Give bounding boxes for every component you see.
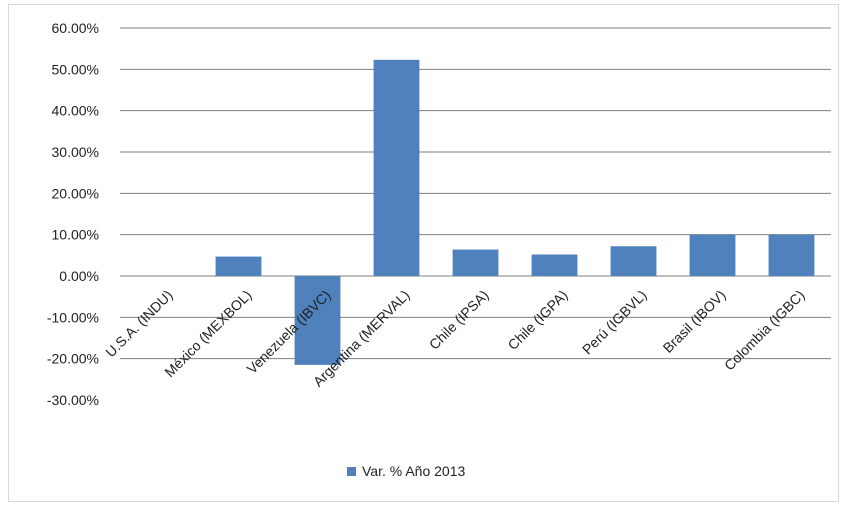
x-category-label: México (MEXBOL) xyxy=(161,287,254,380)
x-category-label: Chile (IGPA) xyxy=(504,287,570,353)
y-tick-label: 10.00% xyxy=(52,227,99,243)
legend-swatch xyxy=(347,466,356,476)
x-category-label: U.S.A. (INDU) xyxy=(102,287,175,360)
bars xyxy=(215,59,815,365)
bar xyxy=(610,246,657,276)
y-tick-label: 50.00% xyxy=(52,61,99,77)
y-tick-label: 60.00% xyxy=(52,20,99,36)
bar xyxy=(531,254,578,276)
x-category-label: Chile (IPSA) xyxy=(426,287,492,353)
bar xyxy=(373,59,420,277)
bar xyxy=(215,256,262,276)
y-tick-label: 0.00% xyxy=(59,268,99,284)
x-category-label: Perú (IGBVL) xyxy=(579,287,650,358)
x-axis-category-labels: U.S.A. (INDU)México (MEXBOL)Venezuela (I… xyxy=(102,287,807,390)
bar xyxy=(452,249,499,276)
bar xyxy=(294,276,341,365)
x-category-label: Brasil (IBOV) xyxy=(660,287,729,356)
y-tick-label: -20.00% xyxy=(47,351,99,367)
y-tick-label: 40.00% xyxy=(52,103,99,119)
y-tick-label: -10.00% xyxy=(47,309,99,325)
legend: Var. % Año 2013 xyxy=(347,463,465,479)
legend-label: Var. % Año 2013 xyxy=(362,463,466,479)
y-tick-label: 20.00% xyxy=(52,185,99,201)
y-tick-label: -30.00% xyxy=(47,392,99,408)
y-axis-tick-labels: 60.00% 50.00% 40.00% 30.00% 20.00% 10.00% 0.00… xyxy=(47,20,99,408)
bar xyxy=(768,234,815,276)
bar xyxy=(689,234,736,276)
y-tick-label: 30.00% xyxy=(52,144,99,160)
x-category-label: Colombia (IGBC) xyxy=(721,287,808,374)
